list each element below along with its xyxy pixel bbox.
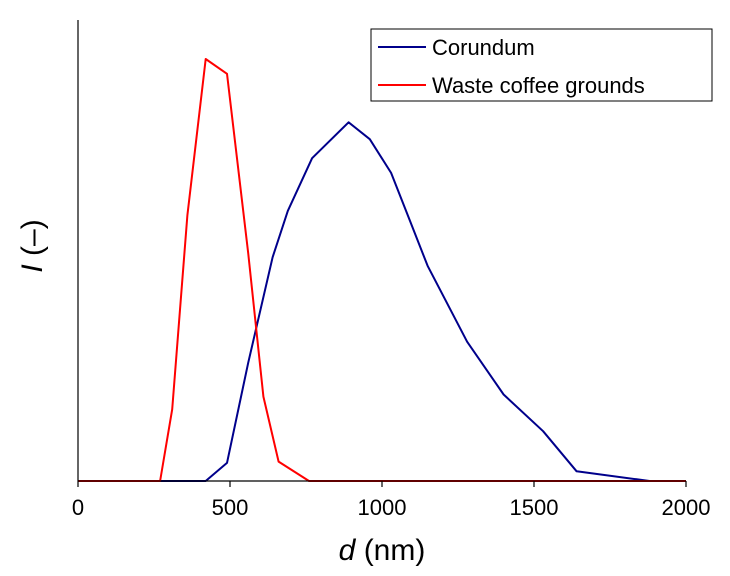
y-axis-unit: (–) (16, 219, 49, 256)
x-tick-label: 2000 (662, 495, 711, 520)
legend-box (370, 28, 713, 102)
legend: Corundum Waste coffee grounds (370, 28, 713, 102)
series-line-corundum (78, 121, 686, 482)
x-axis-unit: (nm) (364, 534, 426, 567)
x-tick-label: 1500 (510, 495, 559, 520)
legend-label-waste-coffee-grounds: Waste coffee grounds (432, 73, 645, 98)
y-axis-title: I (–) (16, 219, 49, 272)
legend-label-corundum: Corundum (432, 35, 535, 60)
x-tick-label: 500 (212, 495, 249, 520)
x-axis-variable: d (339, 534, 357, 567)
series-layer (78, 58, 686, 482)
x-tick-label: 1000 (358, 495, 407, 520)
x-tick-label: 0 (72, 495, 84, 520)
series-line-waste-coffee-grounds (78, 58, 686, 482)
x-axis-title: d (nm) (339, 534, 426, 567)
y-axis-variable: I (16, 264, 49, 272)
x-ticks: 0 500 1000 1500 2000 (72, 481, 711, 520)
